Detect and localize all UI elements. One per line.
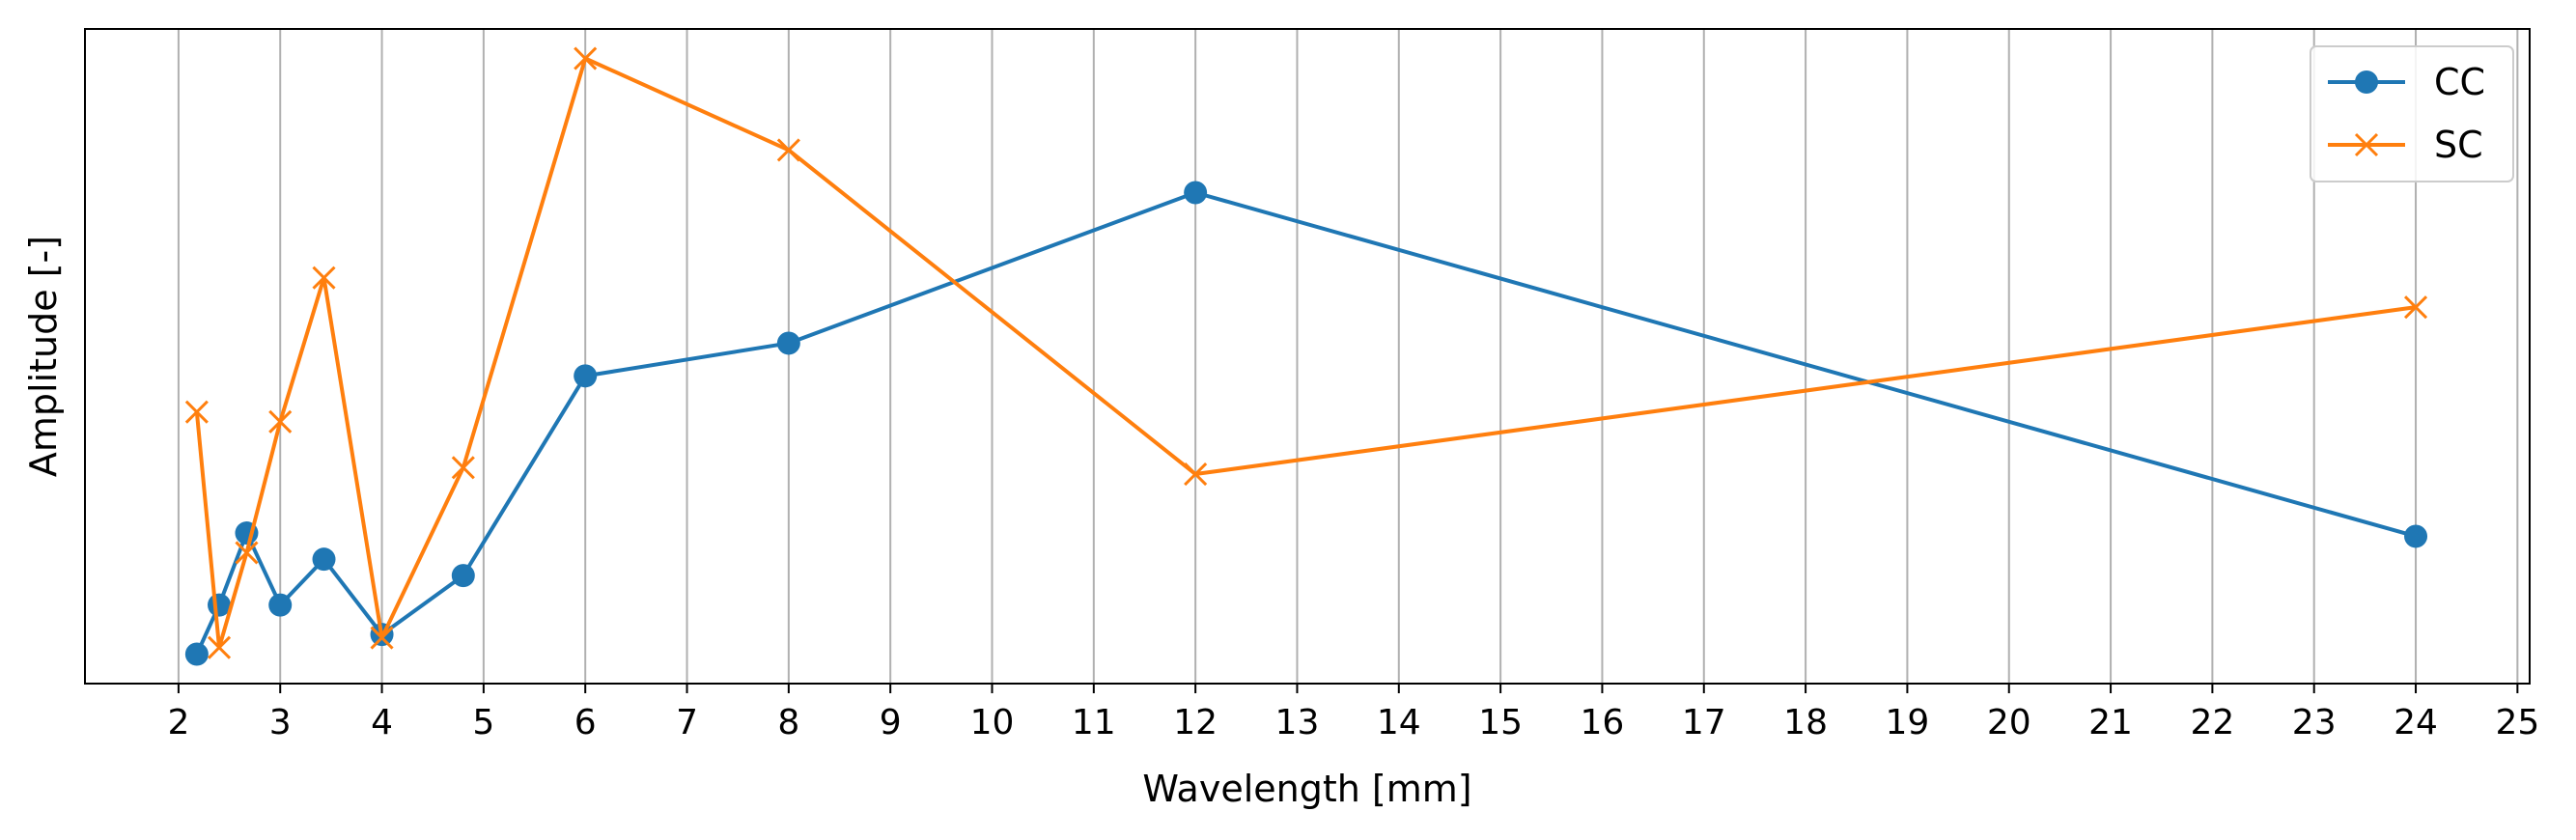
data-point-SC-0 bbox=[184, 400, 209, 424]
x-axis-ticks: 2 3 4 5 6 7 8 9 10 11 12 13 14 15 16 17 18 19 20 21 22 23 24 25 bbox=[167, 684, 2539, 742]
x-tick-label-19: 19 bbox=[1886, 703, 1930, 742]
x-tick-label-12: 12 bbox=[1173, 703, 1218, 742]
x-tick-label-20: 20 bbox=[1987, 703, 2031, 742]
data-point-CC-7 bbox=[574, 364, 598, 388]
x-tick-label-8: 8 bbox=[777, 703, 799, 742]
x-tick-label-11: 11 bbox=[1072, 703, 1116, 742]
data-point-SC-8 bbox=[776, 138, 800, 162]
series-layer bbox=[184, 46, 2428, 666]
x-tick-label-3: 3 bbox=[269, 703, 292, 742]
x-tick-label-9: 9 bbox=[880, 703, 902, 742]
series-SC bbox=[184, 46, 2428, 659]
x-tick-label-5: 5 bbox=[472, 703, 494, 742]
x-tick-label-23: 23 bbox=[2292, 703, 2337, 742]
data-point-CC-0 bbox=[184, 642, 209, 666]
data-point-SC-7 bbox=[574, 46, 598, 70]
legend-label-SC: SC bbox=[2434, 124, 2483, 166]
legend: CC SC bbox=[2310, 45, 2514, 182]
x-tick-label-14: 14 bbox=[1377, 703, 1421, 742]
data-point-SC-4 bbox=[312, 266, 336, 290]
legend-label-CC: CC bbox=[2434, 61, 2485, 103]
x-tick-label-16: 16 bbox=[1581, 703, 1625, 742]
x-tick-label-2: 2 bbox=[167, 703, 189, 742]
data-point-SC-2 bbox=[235, 541, 259, 565]
x-tick-label-6: 6 bbox=[574, 703, 597, 742]
legend-item-CC: CC bbox=[2328, 61, 2485, 103]
data-point-SC-9 bbox=[1184, 462, 1208, 487]
legend-marker-CC bbox=[2355, 70, 2378, 94]
data-point-SC-10 bbox=[2403, 295, 2428, 320]
plot-frame bbox=[84, 28, 2531, 685]
x-tick-label-18: 18 bbox=[1783, 703, 1828, 742]
x-tick-label-13: 13 bbox=[1275, 703, 1320, 742]
x-tick-label-22: 22 bbox=[2190, 703, 2234, 742]
data-point-CC-4 bbox=[312, 547, 336, 572]
y-axis-label: Amplitude [-] bbox=[22, 236, 65, 477]
data-point-SC-1 bbox=[207, 635, 232, 659]
x-tick-label-25: 25 bbox=[2495, 703, 2539, 742]
x-tick-label-21: 21 bbox=[2088, 703, 2133, 742]
data-point-CC-10 bbox=[2404, 524, 2428, 548]
x-tick-label-4: 4 bbox=[371, 703, 393, 742]
data-point-CC-6 bbox=[451, 564, 475, 588]
x-tick-label-15: 15 bbox=[1478, 703, 1523, 742]
x-tick-label-10: 10 bbox=[970, 703, 1015, 742]
data-point-SC-6 bbox=[451, 456, 475, 480]
data-point-CC-9 bbox=[1184, 181, 1208, 205]
grid-lines bbox=[177, 29, 2519, 684]
data-point-CC-3 bbox=[268, 593, 293, 617]
x-tick-label-24: 24 bbox=[2394, 703, 2438, 742]
data-point-SC-3 bbox=[268, 409, 293, 434]
x-axis-label: Wavelength [mm] bbox=[1142, 768, 1471, 810]
x-tick-label-7: 7 bbox=[676, 703, 698, 742]
legend-marker-SC bbox=[2354, 132, 2379, 157]
data-point-CC-8 bbox=[776, 331, 800, 355]
legend-item-SC: SC bbox=[2328, 124, 2483, 166]
data-point-SC-5 bbox=[370, 626, 394, 650]
x-tick-label-17: 17 bbox=[1682, 703, 1726, 742]
